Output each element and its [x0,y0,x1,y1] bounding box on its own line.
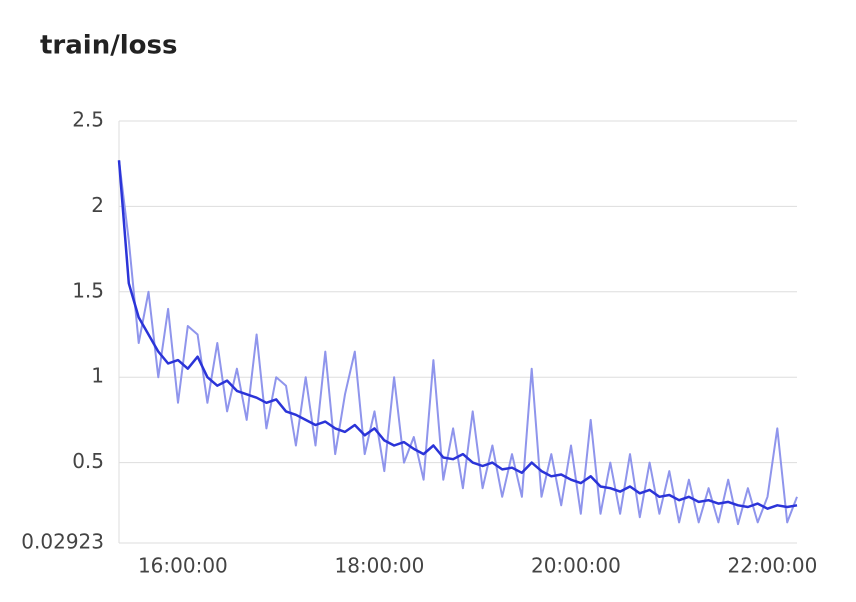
chart-title: train/loss [40,31,177,61]
y-tick-label: 0.02923 [21,530,104,554]
y-tick-label: 2 [91,193,104,217]
x-tick-label: 18:00:00 [334,554,424,578]
y-tick-label: 2.5 [72,108,104,132]
y-tick-label: 1 [91,364,104,388]
x-tick-label: 22:00:00 [728,554,818,578]
series-line [118,160,798,526]
x-tick-label: 20:00:00 [531,554,621,578]
y-tick-label: 1.5 [72,278,104,302]
y-tick-label: 0.5 [72,449,104,473]
series-line [117,160,798,510]
x-tick-label: 16:00:00 [138,554,228,578]
